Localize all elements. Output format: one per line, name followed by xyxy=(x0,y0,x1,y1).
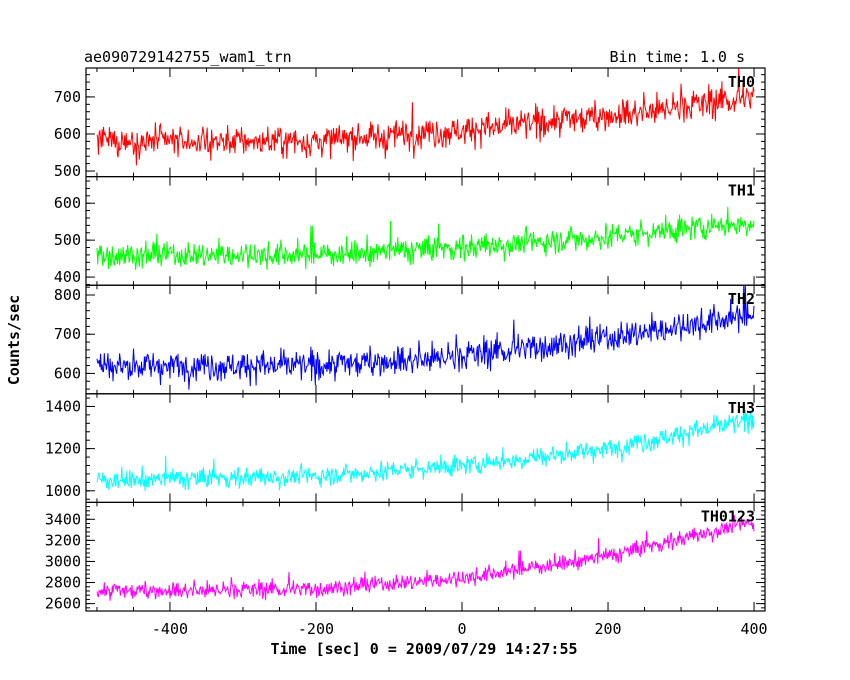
y-tick-label: 3000 xyxy=(45,552,81,570)
x-axis: -400 -200 0 200 400 xyxy=(152,620,768,638)
x-tick-label: -400 xyxy=(152,620,188,638)
y-tick-label: 3400 xyxy=(45,510,81,528)
series-label-th0123: TH0123 xyxy=(701,507,755,525)
panel-th0: 500 600 700 TH0 xyxy=(54,67,766,180)
x-tick-label: 0 xyxy=(457,620,466,638)
y-tick-label: 500 xyxy=(54,162,81,180)
y-tick-label: 2800 xyxy=(45,574,81,592)
y-tick-label: 3200 xyxy=(45,531,81,549)
y-tick-label: 600 xyxy=(54,125,81,143)
panel-frame xyxy=(85,284,766,395)
panel-frame xyxy=(85,67,766,178)
bin-time-label: Bin time: 1.0 s xyxy=(610,48,745,66)
series-label-th0: TH0 xyxy=(728,73,755,91)
y-tick-label: 1200 xyxy=(45,440,81,458)
series-line-th3 xyxy=(96,408,755,492)
y-axis-label: Counts/sec xyxy=(5,295,23,385)
y-tick-label: 1400 xyxy=(45,397,81,415)
y-tick-label: 1000 xyxy=(45,482,81,500)
y-tick-label: 700 xyxy=(54,88,81,106)
x-axis-label: Time [sec] 0 = 2009/07/29 14:27:55 xyxy=(270,640,577,658)
series-label-th2: TH2 xyxy=(728,290,755,308)
y-tick-label: 600 xyxy=(54,364,81,382)
panel-th2: 600 700 800 TH2 xyxy=(54,284,766,395)
y-tick-label: 600 xyxy=(54,194,81,212)
series-line-th1 xyxy=(96,206,755,270)
x-tick-label: 200 xyxy=(594,620,621,638)
y-tick-label: 700 xyxy=(54,325,81,343)
series-label-th1: TH1 xyxy=(728,182,755,200)
panel-th0123: 2600 2800 3000 3200 3400 TH0123 xyxy=(45,501,766,613)
panel-th1: 400 500 600 TH1 xyxy=(54,176,766,286)
y-tick-label: 400 xyxy=(54,268,81,286)
series-line-th0123 xyxy=(96,514,755,601)
y-tick-label: 500 xyxy=(54,231,81,249)
y-tick-label: 2600 xyxy=(45,595,81,613)
series-line-th0 xyxy=(96,68,755,166)
chart-title: ae090729142755_wam1_trn xyxy=(84,48,292,66)
panel-th3: 1000 1200 1400 TH3 xyxy=(45,393,766,503)
panels-group: 500 600 700 TH0 400 500 600 TH1 600 700 800 TH2 1000… xyxy=(45,67,766,613)
series-line-th2 xyxy=(96,285,755,390)
y-tick-label: 800 xyxy=(54,286,81,304)
x-tick-label: 400 xyxy=(741,620,768,638)
x-tick-label: -200 xyxy=(298,620,334,638)
series-label-th3: TH3 xyxy=(728,399,755,417)
